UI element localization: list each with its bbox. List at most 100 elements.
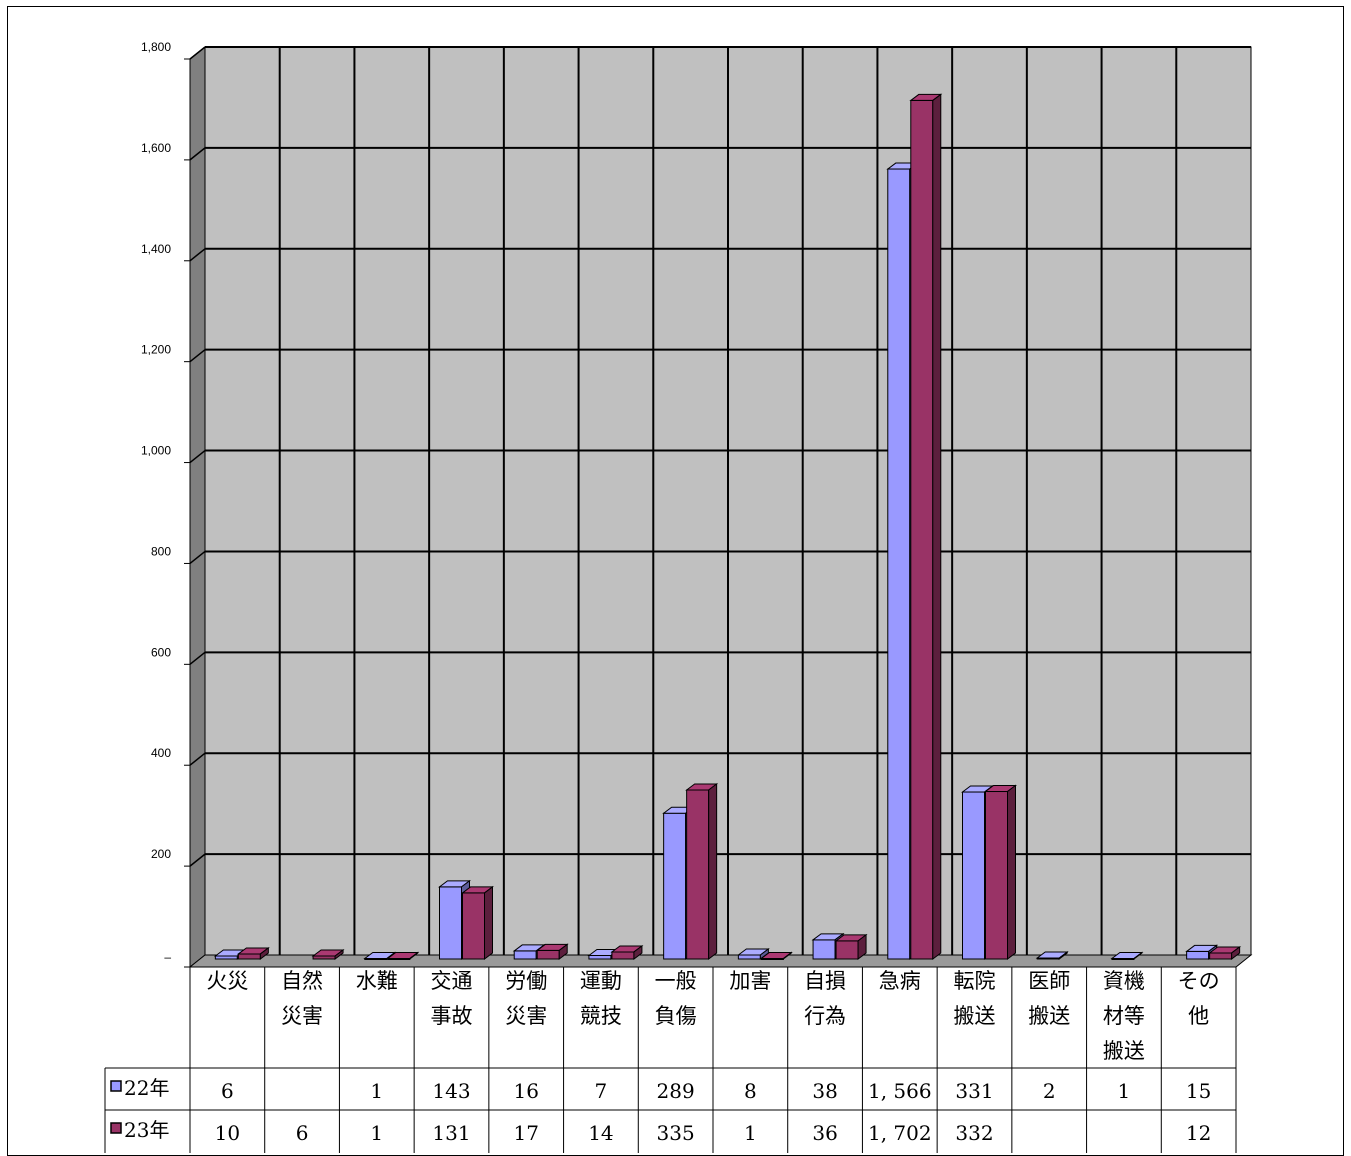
- data-label: 1, 566: [868, 1079, 932, 1103]
- data-label: 332: [955, 1121, 993, 1145]
- bar-side-1-10: [1007, 784, 1016, 960]
- bar-side-1-1: [334, 948, 344, 960]
- data-label: 2: [1043, 1079, 1056, 1103]
- data-label: 12: [1186, 1121, 1211, 1145]
- chart-walls: [188, 45, 1253, 969]
- bar-side-1-0: [259, 946, 269, 960]
- data-label: 8: [744, 1079, 757, 1103]
- data-label: 331: [955, 1079, 993, 1103]
- data-label: 1: [370, 1121, 383, 1145]
- bar-1-6: [686, 789, 710, 960]
- y-tick-label: 1,400: [141, 242, 171, 256]
- bar-1-3: [462, 892, 485, 960]
- bar-1-5: [611, 951, 635, 960]
- data-label: 335: [657, 1121, 695, 1145]
- side-wall: [189, 45, 206, 969]
- bar-side-1-4: [558, 943, 568, 960]
- category-label: 自損: [804, 969, 846, 993]
- side-gridline: [189, 853, 206, 867]
- bar-side-1-2: [409, 951, 419, 960]
- bar-1-13: [1209, 952, 1233, 960]
- side-gridline: [189, 550, 206, 565]
- bar-side-0-11: [1058, 950, 1068, 960]
- category-label: 自然: [281, 969, 323, 993]
- category-label: 他: [1188, 1004, 1209, 1028]
- bar-0-10: [962, 791, 985, 960]
- category-label: 事故: [431, 1004, 473, 1028]
- category-label: 材等: [1103, 1004, 1145, 1028]
- data-label: 6: [296, 1121, 309, 1145]
- data-label: 7: [595, 1079, 608, 1103]
- bar-1-4: [536, 949, 560, 960]
- y-tick-label: 1,800: [141, 40, 171, 54]
- category-label: 急病: [879, 969, 921, 993]
- data-label: 17: [513, 1121, 538, 1145]
- category-label: 搬送: [1028, 1004, 1070, 1028]
- data-label: 143: [432, 1079, 470, 1103]
- legend-key-1: [110, 1122, 122, 1134]
- bar-0-3: [439, 886, 462, 960]
- data-label: 1, 702: [868, 1121, 932, 1145]
- bar-0-5: [588, 954, 612, 960]
- legend-label: 23年: [124, 1118, 169, 1142]
- gridlines: [189, 46, 1251, 955]
- category-label: 転院: [954, 969, 996, 993]
- y-axis: – 200 400 600 800 1,000 1,200 1,400 1,600 1,800: [141, 40, 191, 968]
- category-label: 加害: [729, 969, 771, 993]
- bar-side-0-12: [1133, 951, 1143, 960]
- data-label: 1: [370, 1079, 383, 1103]
- category-label: 交通: [431, 969, 473, 993]
- bar-side-1-9: [932, 93, 942, 960]
- category-label: 災害: [505, 1004, 547, 1028]
- side-gridline: [189, 349, 206, 363]
- data-label: 36: [812, 1121, 837, 1145]
- y-tick-label: 400: [151, 746, 171, 760]
- data-label: 38: [812, 1079, 837, 1103]
- category-label: 運動: [580, 969, 622, 993]
- bar-1-0: [237, 953, 261, 960]
- y-tick-label: 800: [151, 544, 171, 558]
- bar-1-8: [835, 940, 859, 960]
- bar-1-9: [910, 99, 934, 960]
- data-label: 289: [657, 1079, 695, 1103]
- side-gridline: [189, 147, 206, 161]
- legend-key-0: [110, 1080, 122, 1092]
- category-label: 水難: [356, 969, 398, 993]
- category-label: 負傷: [655, 1004, 697, 1028]
- bar-0-7: [737, 954, 761, 960]
- bar-side-1-8: [857, 933, 867, 960]
- bars: [213, 93, 1242, 960]
- category-label: 行為: [804, 1004, 846, 1028]
- bar-1-10: [985, 791, 1008, 960]
- data-label: 131: [432, 1121, 470, 1145]
- side-gridline: [189, 248, 206, 262]
- side-gridline: [189, 449, 206, 464]
- side-gridline: [189, 46, 206, 60]
- y-tick-label: 1,600: [141, 141, 171, 155]
- bar-side-1-6: [708, 783, 718, 960]
- y-tick-label: 1,200: [141, 343, 171, 357]
- y-tick-label: 1,000: [141, 444, 171, 458]
- bar-0-4: [513, 950, 537, 960]
- category-label: 資機: [1103, 969, 1145, 993]
- data-label: 10: [215, 1121, 240, 1145]
- bar-side-1-13: [1231, 945, 1241, 960]
- y-tick-label: –: [164, 950, 171, 964]
- bar-side-1-5: [633, 944, 643, 960]
- data-label: 16: [513, 1079, 538, 1103]
- bar-0-9: [887, 168, 911, 960]
- data-label: 1: [744, 1121, 757, 1145]
- data-label: 6: [221, 1079, 234, 1103]
- bar-0-8: [812, 939, 836, 960]
- bar-0-13: [1186, 950, 1210, 960]
- category-label: その: [1178, 969, 1220, 993]
- legend-label: 22年: [124, 1076, 169, 1100]
- y-tick-label: 200: [151, 847, 171, 861]
- floor: [188, 954, 1253, 968]
- side-gridline: [189, 752, 206, 766]
- bar-side-1-3: [484, 885, 493, 960]
- category-label: 災害: [281, 1004, 323, 1028]
- category-label: 医師: [1028, 969, 1070, 993]
